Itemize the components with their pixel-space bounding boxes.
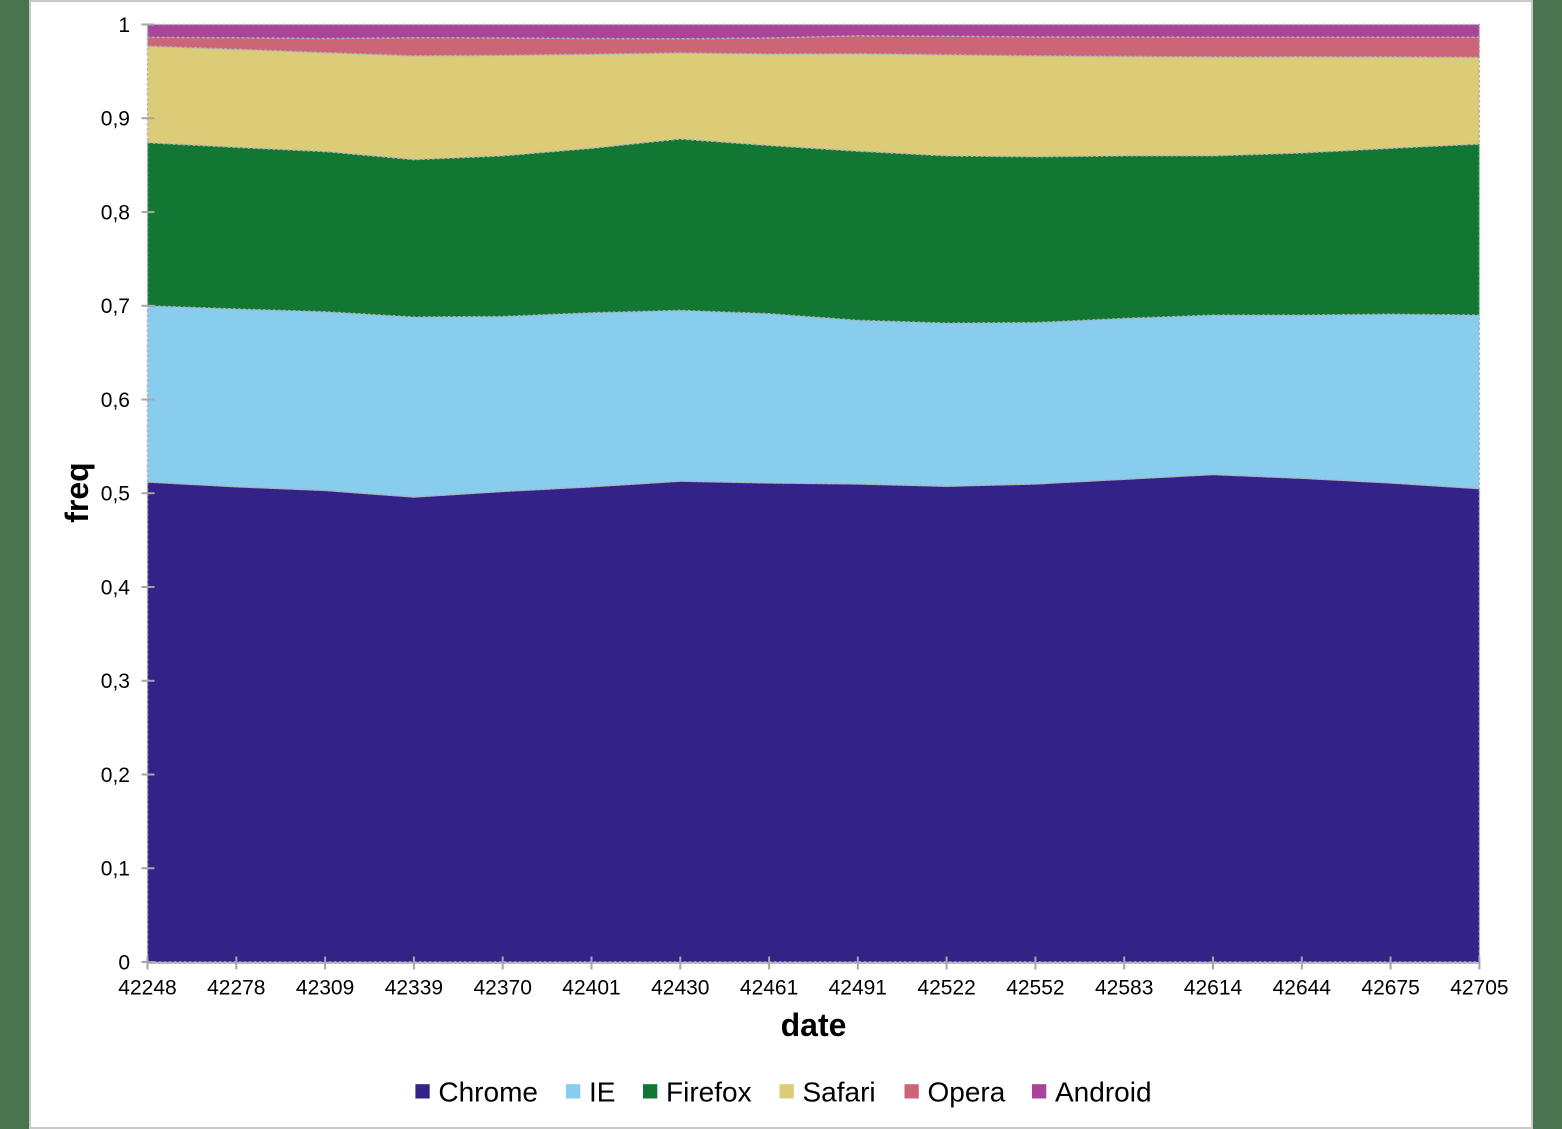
svg-text:42491: 42491: [829, 977, 887, 1000]
svg-text:42430: 42430: [651, 977, 709, 1000]
svg-text:42522: 42522: [917, 977, 975, 1000]
svg-text:42309: 42309: [296, 977, 354, 1000]
svg-text:0,1: 0,1: [101, 858, 130, 881]
svg-text:Chrome: Chrome: [438, 1077, 538, 1108]
svg-text:0,7: 0,7: [101, 295, 130, 318]
svg-text:42614: 42614: [1184, 977, 1243, 1000]
svg-text:42278: 42278: [207, 977, 265, 1000]
svg-text:freq: freq: [59, 462, 95, 522]
svg-text:42401: 42401: [562, 977, 620, 1000]
svg-text:Opera: Opera: [928, 1077, 1006, 1108]
svg-text:1: 1: [118, 14, 130, 37]
svg-text:42675: 42675: [1361, 977, 1419, 1000]
svg-text:0,4: 0,4: [101, 576, 131, 599]
svg-text:42248: 42248: [118, 977, 176, 1000]
svg-text:0,5: 0,5: [101, 483, 130, 506]
svg-text:42370: 42370: [473, 977, 531, 1000]
svg-text:IE: IE: [589, 1077, 615, 1108]
svg-text:0,9: 0,9: [101, 108, 130, 131]
svg-text:Firefox: Firefox: [666, 1077, 752, 1108]
svg-text:0,3: 0,3: [101, 670, 130, 693]
svg-text:Safari: Safari: [803, 1077, 876, 1108]
svg-text:42339: 42339: [385, 977, 443, 1000]
svg-text:42644: 42644: [1273, 977, 1332, 1000]
svg-text:0,8: 0,8: [101, 201, 130, 224]
svg-text:42705: 42705: [1450, 977, 1508, 1000]
svg-text:0,6: 0,6: [101, 389, 130, 412]
svg-text:42461: 42461: [740, 977, 798, 1000]
svg-text:0,2: 0,2: [101, 764, 130, 787]
svg-text:0: 0: [118, 951, 130, 974]
svg-text:42552: 42552: [1006, 977, 1064, 1000]
svg-text:date: date: [781, 1007, 847, 1043]
svg-text:42583: 42583: [1095, 977, 1153, 1000]
svg-text:Android: Android: [1055, 1077, 1152, 1108]
